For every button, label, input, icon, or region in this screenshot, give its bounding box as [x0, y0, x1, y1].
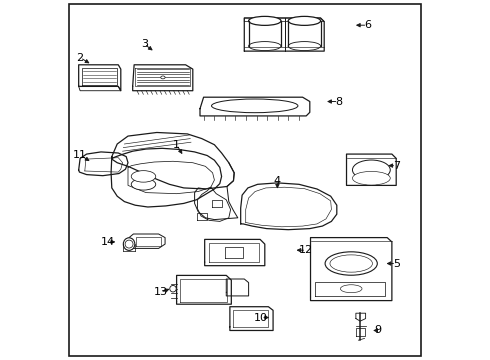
Polygon shape — [176, 275, 231, 304]
Ellipse shape — [352, 160, 390, 180]
Polygon shape — [128, 161, 215, 194]
Polygon shape — [79, 152, 128, 176]
Text: 7: 7 — [392, 161, 400, 171]
Polygon shape — [112, 132, 234, 189]
Polygon shape — [111, 148, 221, 207]
Text: 9: 9 — [375, 325, 382, 336]
Text: 10: 10 — [254, 312, 268, 323]
Text: 11: 11 — [73, 150, 87, 160]
Ellipse shape — [248, 41, 281, 50]
Ellipse shape — [352, 171, 390, 185]
Polygon shape — [197, 187, 231, 221]
Polygon shape — [356, 313, 366, 321]
Ellipse shape — [288, 41, 320, 50]
Ellipse shape — [131, 179, 156, 190]
Polygon shape — [230, 307, 273, 330]
Text: 1: 1 — [173, 140, 180, 150]
Text: 3: 3 — [141, 39, 147, 49]
Text: 14: 14 — [100, 237, 115, 247]
Polygon shape — [241, 183, 337, 230]
Polygon shape — [226, 279, 248, 296]
Polygon shape — [245, 18, 324, 51]
Polygon shape — [129, 234, 165, 248]
Ellipse shape — [248, 16, 281, 25]
Polygon shape — [200, 97, 310, 116]
Text: 13: 13 — [153, 287, 168, 297]
Ellipse shape — [341, 285, 362, 293]
Polygon shape — [245, 18, 324, 22]
Polygon shape — [79, 86, 121, 91]
Polygon shape — [311, 238, 392, 301]
Text: 12: 12 — [299, 245, 313, 255]
Text: 4: 4 — [274, 176, 281, 186]
Ellipse shape — [330, 255, 372, 272]
Polygon shape — [356, 328, 365, 336]
Ellipse shape — [123, 238, 135, 251]
Text: 2: 2 — [76, 53, 84, 63]
Polygon shape — [195, 163, 238, 220]
Polygon shape — [79, 65, 121, 91]
Text: 6: 6 — [364, 20, 371, 30]
Text: 5: 5 — [392, 258, 400, 269]
Polygon shape — [315, 282, 386, 296]
Ellipse shape — [212, 99, 298, 113]
Ellipse shape — [288, 16, 320, 25]
Ellipse shape — [170, 285, 176, 292]
Ellipse shape — [161, 76, 165, 79]
Ellipse shape — [131, 171, 156, 182]
Polygon shape — [346, 154, 396, 185]
Text: 8: 8 — [335, 96, 342, 107]
Polygon shape — [205, 239, 265, 266]
Ellipse shape — [325, 252, 377, 275]
Polygon shape — [133, 65, 193, 91]
Ellipse shape — [125, 240, 133, 248]
